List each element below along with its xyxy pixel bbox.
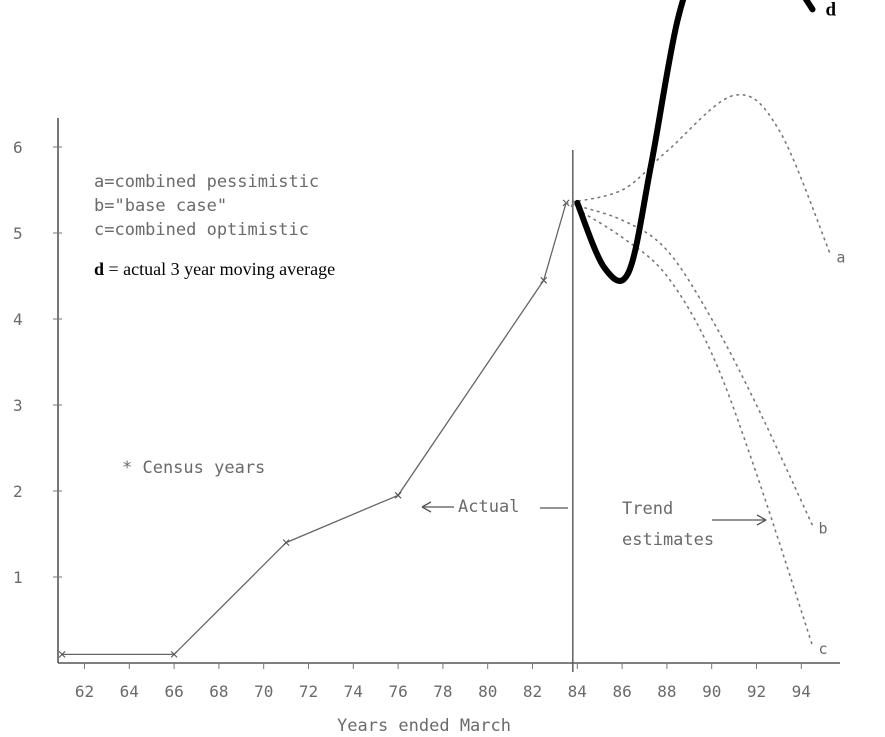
legend-d-key: d (94, 259, 104, 279)
x-tick-label: 74 (344, 682, 363, 701)
series-end-label-b: b (819, 519, 828, 537)
x-tick-label: 72 (299, 682, 318, 701)
series-line-a (565, 93, 832, 256)
x-tick-label: 80 (478, 682, 497, 701)
series-end-label-c: c (819, 640, 828, 658)
x-tick-label: 68 (209, 682, 228, 701)
y-tick-label: 6 (13, 138, 23, 157)
census-marker (540, 276, 548, 284)
census-years-note: * Census years (122, 458, 265, 478)
x-tick-label: 76 (388, 682, 407, 701)
series-end-label-d: d (826, 0, 837, 20)
x-tick-label: 62 (75, 682, 94, 701)
x-tick-label: 64 (120, 682, 139, 701)
x-tick-label: 90 (702, 682, 721, 701)
y-tick-label: 5 (13, 224, 23, 243)
census-marker (58, 651, 66, 658)
trend-annotation: Trend estimates (622, 499, 767, 550)
series-end-label-a: a (836, 249, 845, 267)
x-axis-title: Years ended March (337, 716, 511, 736)
y-tick-label: 2 (13, 482, 23, 501)
x-tick-label: 86 (612, 682, 631, 701)
census-marker (394, 491, 402, 499)
y-tick-label: 3 (13, 396, 23, 415)
y-axis-ticks: 1 2 3 4 5 6 (13, 138, 62, 587)
legend-line-d: d = actual 3 year moving average (94, 259, 335, 279)
actual-label: Actual (458, 497, 519, 517)
x-axis-ticks: 62 64 66 68 70 72 74 76 78 80 82 84 86 88 90 92 94 (75, 663, 811, 701)
trend-label-line1: Trend (622, 499, 673, 519)
x-tick-label: 88 (657, 682, 676, 701)
actual-arrow-head (421, 501, 432, 513)
series-line-actual (62, 202, 567, 656)
y-tick-label: 1 (13, 568, 23, 587)
actual-annotation: Actual (421, 497, 568, 517)
trend-arrow-head (756, 514, 767, 526)
legend-line-c: c=combined optimistic (94, 220, 309, 240)
x-tick-label: 94 (792, 682, 811, 701)
series-end-labels: a b c d (819, 0, 846, 658)
x-tick-label: 78 (433, 682, 452, 701)
series-layer (58, 0, 832, 658)
legend-line-b: b="base case" (94, 196, 227, 216)
census-marker (282, 539, 290, 546)
trend-label-line2: estimates (622, 530, 714, 550)
legend-line-a: a=combined pessimistic (94, 172, 319, 192)
x-tick-label: 84 (568, 682, 587, 701)
y-tick-label: 4 (13, 310, 23, 329)
series-line-c (565, 202, 814, 647)
census-marker (170, 651, 178, 658)
x-tick-label: 70 (254, 682, 273, 701)
legend-d-text: = actual 3 year moving average (104, 259, 335, 279)
x-tick-label: 92 (747, 682, 766, 701)
series-line-b (565, 202, 814, 527)
series-line-d (574, 0, 816, 284)
x-tick-label: 66 (164, 682, 183, 701)
axes (57, 118, 840, 664)
x-tick-label: 82 (523, 682, 542, 701)
